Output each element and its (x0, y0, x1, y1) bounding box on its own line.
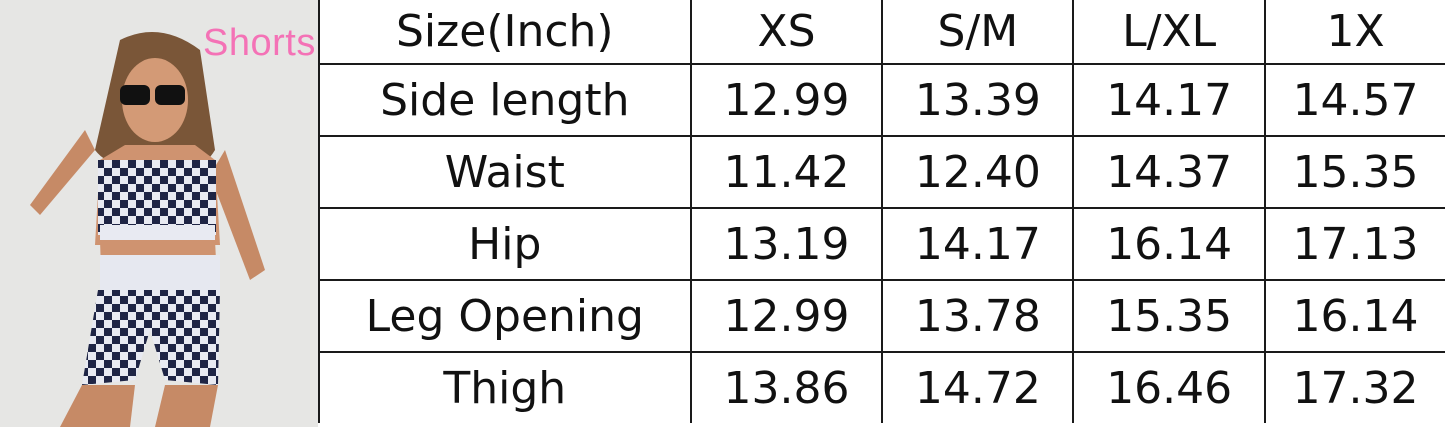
header-lxl: L/XL (1072, 0, 1267, 65)
size-chart-table: Size(Inch) XS S/M L/XL 1X Side length 12… (318, 0, 1445, 423)
shorts-label: Shorts (203, 22, 316, 64)
cell: 16.14 (1264, 279, 1445, 353)
table-row: Waist 11.42 12.40 14.37 15.35 (318, 135, 1445, 209)
header-sm: S/M (881, 0, 1075, 65)
cell: 13.19 (689, 207, 884, 281)
row-label: Waist (318, 135, 692, 209)
cell: 14.17 (881, 207, 1075, 281)
table-row: Side length 12.99 13.39 14.17 14.57 (318, 63, 1445, 137)
cell: 15.35 (1072, 279, 1267, 353)
header-1x: 1X (1264, 0, 1445, 65)
cell: 14.72 (881, 351, 1075, 423)
cell: 17.13 (1264, 207, 1445, 281)
cell: 13.78 (881, 279, 1075, 353)
cell: 15.35 (1264, 135, 1445, 209)
row-label: Leg Opening (318, 279, 692, 353)
row-label: Side length (318, 63, 692, 137)
cell: 14.57 (1264, 63, 1445, 137)
cell: 12.99 (689, 63, 884, 137)
table-header-row: Size(Inch) XS S/M L/XL 1X (318, 0, 1445, 65)
row-label: Thigh (318, 351, 692, 423)
table-row: Leg Opening 12.99 13.78 15.35 16.14 (318, 279, 1445, 353)
header-xs: XS (689, 0, 884, 65)
cell: 13.86 (689, 351, 884, 423)
cell: 12.40 (881, 135, 1075, 209)
cell: 13.39 (881, 63, 1075, 137)
cell: 12.99 (689, 279, 884, 353)
model-photo (0, 0, 318, 427)
cell: 17.32 (1264, 351, 1445, 423)
cell: 16.46 (1072, 351, 1267, 423)
cell: 11.42 (689, 135, 884, 209)
row-label: Hip (318, 207, 692, 281)
cell: 14.17 (1072, 63, 1267, 137)
table-row: Hip 13.19 14.17 16.14 17.13 (318, 207, 1445, 281)
header-size: Size(Inch) (318, 0, 692, 65)
cell: 14.37 (1072, 135, 1267, 209)
cell: 16.14 (1072, 207, 1267, 281)
table-row: Thigh 13.86 14.72 16.46 17.32 (318, 351, 1445, 423)
